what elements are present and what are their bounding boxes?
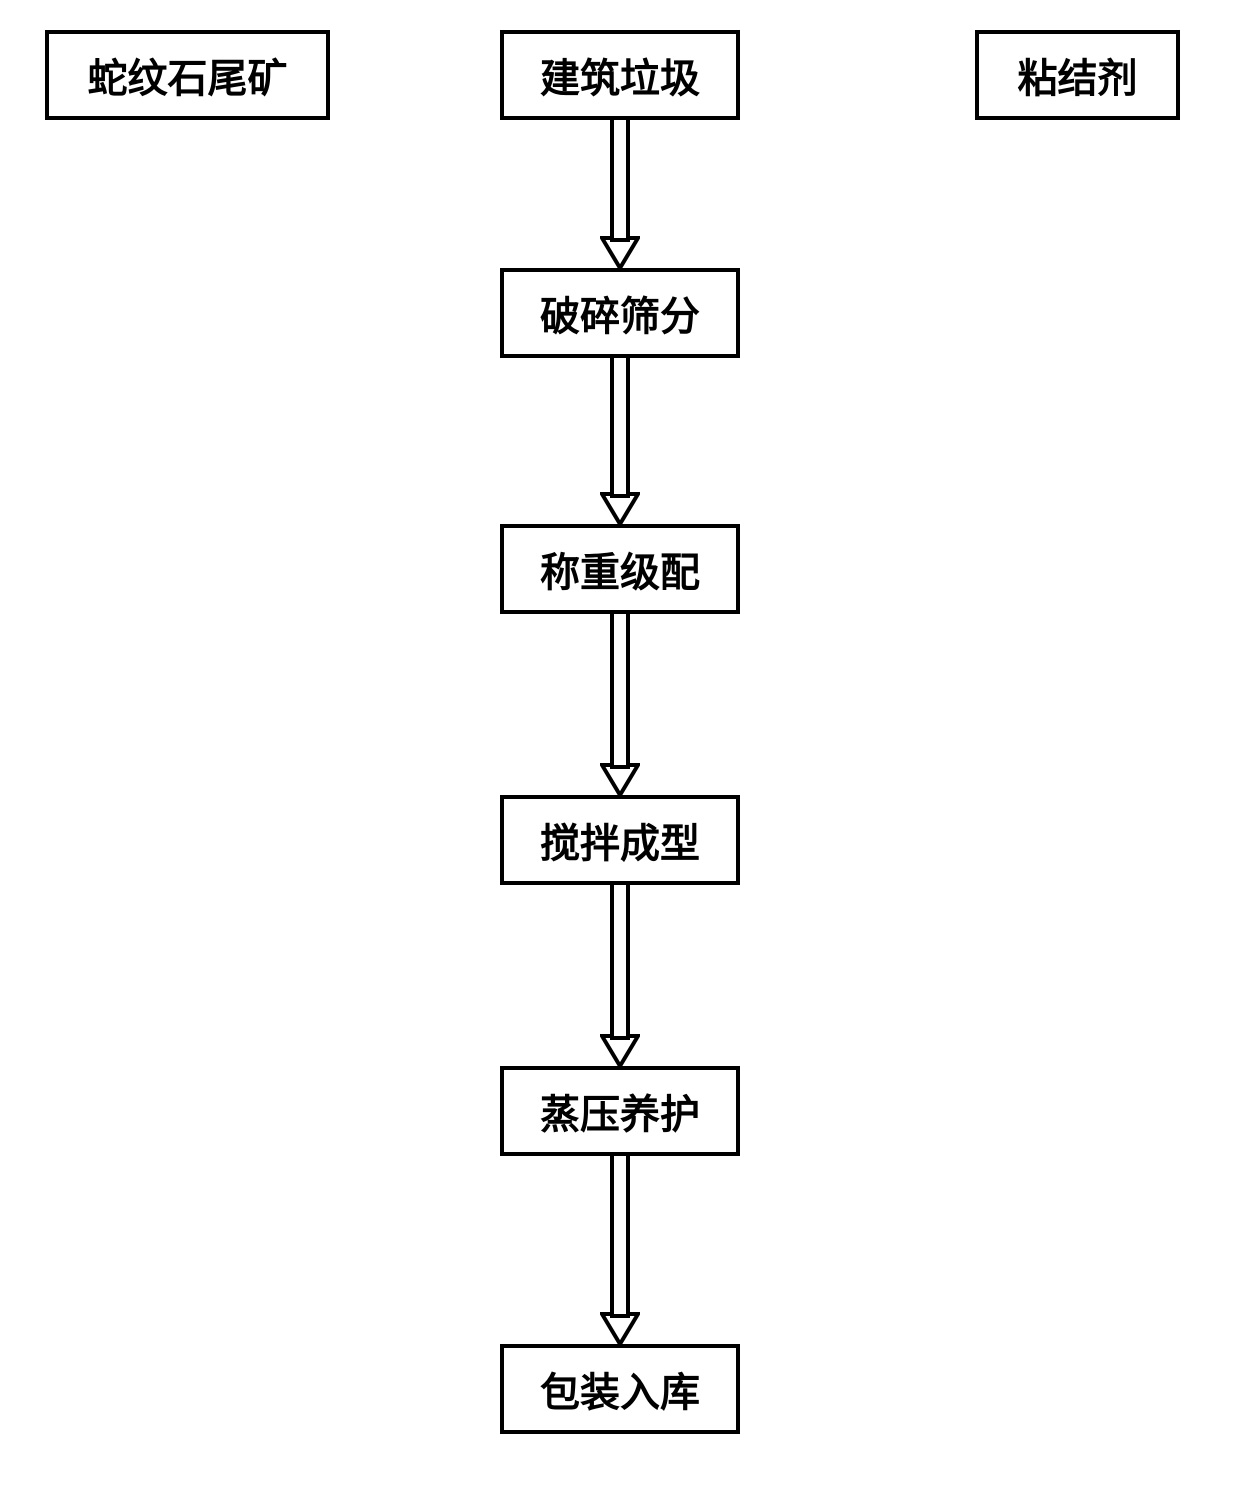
flowchart-arrow-2 — [600, 358, 640, 524]
node-label: 蒸压养护 — [540, 1082, 700, 1140]
flowchart-arrow-4 — [600, 885, 640, 1066]
flowchart-arrow-1 — [600, 120, 640, 268]
flowchart-node-5: 称重级配 — [500, 524, 740, 614]
flowchart-node-4: 破碎筛分 — [500, 268, 740, 358]
node-label: 粘结剂 — [1018, 46, 1138, 104]
node-label: 建筑垃圾 — [540, 46, 700, 104]
flowchart-node-1: 蛇纹石尾矿 — [45, 30, 330, 120]
node-label: 搅拌成型 — [540, 811, 700, 869]
node-label: 蛇纹石尾矿 — [88, 46, 288, 104]
node-label: 称重级配 — [540, 540, 700, 598]
flowchart-node-7: 蒸压养护 — [500, 1066, 740, 1156]
flowchart-arrow-3 — [600, 614, 640, 795]
flowchart-node-8: 包装入库 — [500, 1344, 740, 1434]
flowchart-arrow-5 — [600, 1156, 640, 1344]
flowchart-node-3: 粘结剂 — [975, 30, 1180, 120]
node-label: 破碎筛分 — [540, 284, 700, 342]
node-label: 包装入库 — [540, 1360, 700, 1418]
flowchart-node-6: 搅拌成型 — [500, 795, 740, 885]
flowchart-node-2: 建筑垃圾 — [500, 30, 740, 120]
